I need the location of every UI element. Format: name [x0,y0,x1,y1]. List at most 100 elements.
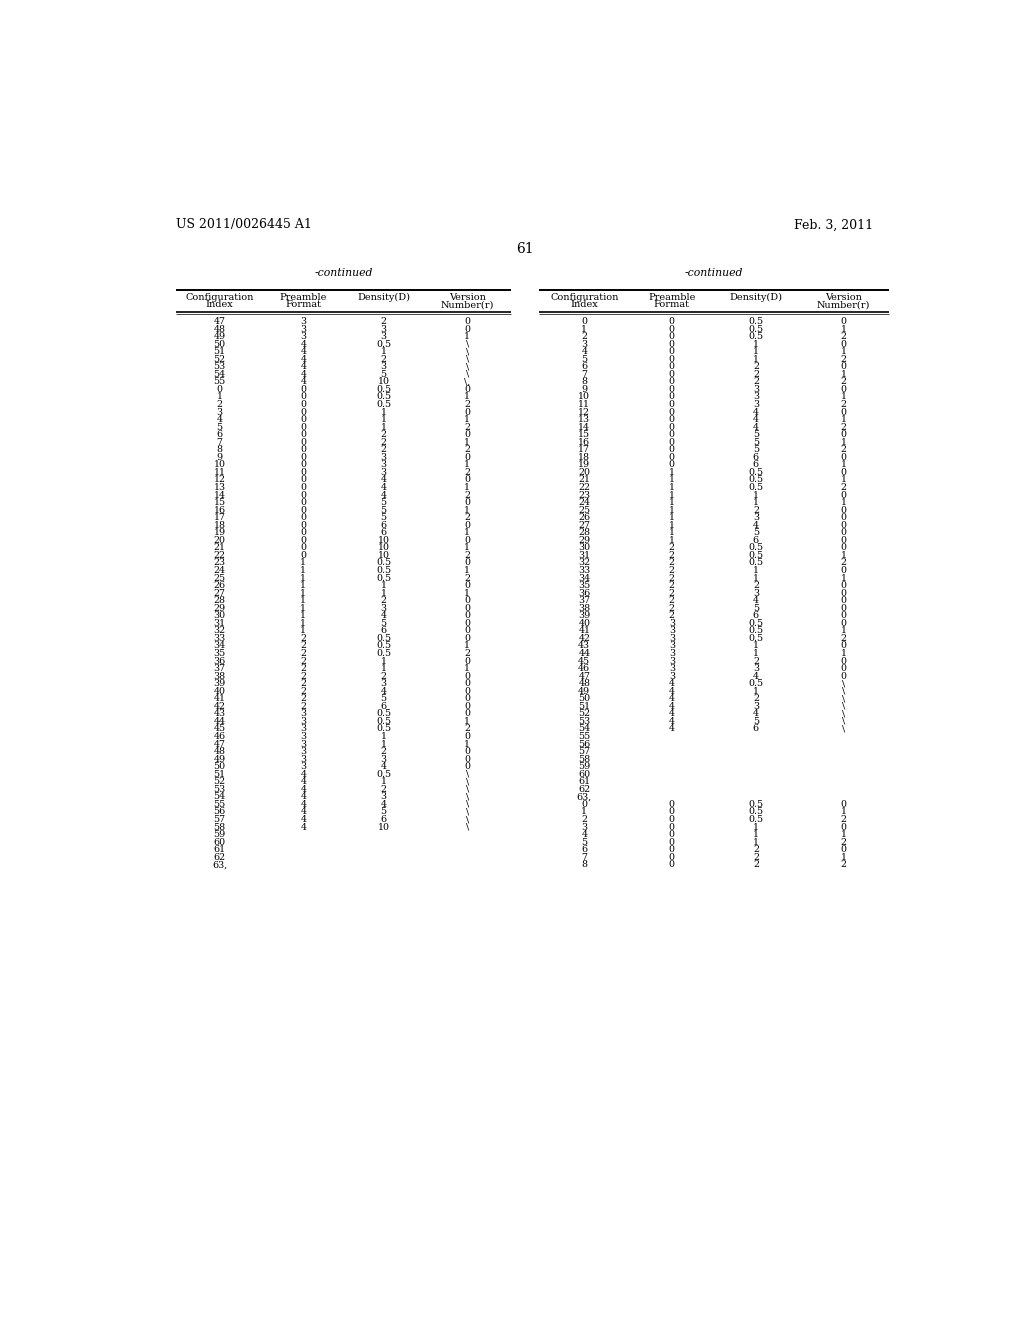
Text: 0: 0 [464,603,470,612]
Text: 1: 1 [582,325,588,334]
Text: 49: 49 [214,333,225,341]
Text: 38: 38 [579,603,591,612]
Text: 0: 0 [669,339,675,348]
Text: 6: 6 [753,725,759,734]
Text: 6: 6 [216,430,222,440]
Text: 3: 3 [381,362,387,371]
Text: 0: 0 [464,521,470,529]
Text: 37: 37 [579,597,591,605]
Text: 47: 47 [214,317,225,326]
Text: 37: 37 [214,664,225,673]
Text: 0.5: 0.5 [749,814,764,824]
Text: 1: 1 [669,491,675,499]
Text: 2: 2 [464,400,470,409]
Text: 4: 4 [300,822,306,832]
Text: 36: 36 [579,589,591,598]
Text: 16: 16 [214,506,225,515]
Text: 0: 0 [464,694,470,704]
Text: 4: 4 [753,597,759,605]
Text: 30: 30 [214,611,225,620]
Text: 3: 3 [753,385,759,393]
Text: 2: 2 [381,317,387,326]
Text: 2: 2 [841,814,847,824]
Text: 1: 1 [841,574,847,582]
Text: 0: 0 [841,521,847,529]
Text: 22: 22 [214,550,225,560]
Text: 1: 1 [464,739,470,748]
Text: 3: 3 [753,400,759,409]
Text: 2: 2 [464,467,470,477]
Text: 0: 0 [300,521,306,529]
Text: 3: 3 [753,589,759,598]
Text: 5: 5 [753,438,759,446]
Text: 0.5: 0.5 [749,333,764,341]
Text: 2: 2 [300,664,306,673]
Text: 13: 13 [214,483,225,492]
Text: 1: 1 [841,808,847,817]
Text: 3: 3 [381,603,387,612]
Text: 13: 13 [579,414,591,424]
Text: 3: 3 [669,656,675,665]
Text: 2: 2 [753,845,759,854]
Text: 50: 50 [214,339,225,348]
Text: 51: 51 [214,347,225,356]
Text: 2: 2 [300,634,306,643]
Text: 3: 3 [753,664,759,673]
Text: 0: 0 [464,672,470,681]
Text: 0: 0 [841,845,847,854]
Text: 0: 0 [669,453,675,462]
Text: 10: 10 [579,392,590,401]
Text: \: \ [466,339,469,348]
Text: 0: 0 [841,603,847,612]
Text: 4: 4 [669,686,675,696]
Text: 20: 20 [579,467,590,477]
Text: 1: 1 [381,777,387,787]
Text: 3: 3 [669,642,675,651]
Text: 4: 4 [381,800,387,809]
Text: 31: 31 [579,550,591,560]
Text: 4: 4 [216,414,222,424]
Text: 0.5: 0.5 [749,680,764,688]
Text: 4: 4 [582,830,588,840]
Text: 0: 0 [669,422,675,432]
Text: 1: 1 [381,656,387,665]
Text: 4: 4 [381,483,387,492]
Text: 10: 10 [378,378,389,387]
Text: 3: 3 [381,755,387,764]
Text: 1: 1 [753,838,759,846]
Text: 51: 51 [214,770,225,779]
Text: 4: 4 [300,347,306,356]
Text: 4: 4 [753,414,759,424]
Text: 0.5: 0.5 [749,619,764,628]
Text: 0: 0 [464,597,470,605]
Text: 1: 1 [753,498,759,507]
Text: 1: 1 [381,739,387,748]
Text: 0: 0 [300,438,306,446]
Text: 54: 54 [214,792,225,801]
Text: 0: 0 [669,355,675,364]
Text: 55: 55 [213,378,225,387]
Text: 4: 4 [381,611,387,620]
Text: 1: 1 [300,627,306,635]
Text: \: \ [466,808,469,817]
Text: 1: 1 [753,830,759,840]
Text: 5: 5 [381,498,387,507]
Text: 0: 0 [464,733,470,741]
Text: 47: 47 [214,739,225,748]
Text: 0.5: 0.5 [376,649,391,659]
Text: 1: 1 [464,414,470,424]
Text: 0: 0 [669,362,675,371]
Text: 3: 3 [300,709,306,718]
Text: 53: 53 [213,362,225,371]
Text: 2: 2 [841,861,847,870]
Text: 1: 1 [841,627,847,635]
Text: 14: 14 [214,491,225,499]
Text: 5: 5 [753,603,759,612]
Text: 3: 3 [300,739,306,748]
Text: 0: 0 [464,627,470,635]
Text: 2: 2 [464,445,470,454]
Text: 5: 5 [582,355,588,364]
Text: 0: 0 [841,566,847,576]
Text: 4: 4 [300,792,306,801]
Text: 0: 0 [300,430,306,440]
